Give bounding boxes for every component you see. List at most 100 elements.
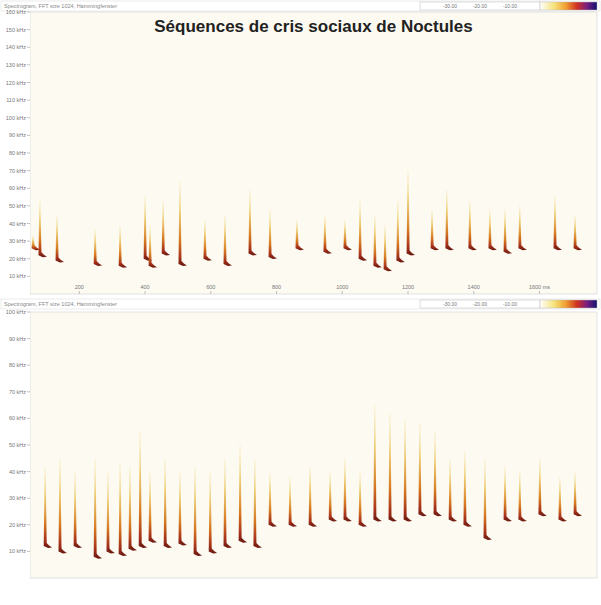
colorbar-tick-label: -20.00	[473, 3, 487, 9]
subtitle: Spectrogram, FFT size 1024, Hammingfenst…	[4, 301, 117, 307]
y-tick	[27, 551, 30, 552]
x-tick-label: 1200	[402, 284, 414, 290]
plot-area	[30, 12, 597, 294]
call	[373, 405, 381, 521]
call	[554, 195, 562, 250]
call	[38, 201, 46, 258]
call	[574, 215, 582, 250]
call	[119, 464, 127, 556]
y-tick-label: 60 kHz	[9, 415, 26, 421]
call	[224, 215, 232, 266]
x-tick	[276, 291, 277, 294]
y-tick	[27, 498, 30, 499]
call	[389, 413, 397, 521]
y-tick	[27, 205, 30, 206]
y-tick-label: 110 kHz	[6, 97, 26, 103]
y-tick-label: 60 kHz	[9, 185, 26, 191]
header-strip	[1, 1, 600, 11]
call	[558, 477, 566, 522]
call	[518, 472, 526, 522]
y-tick	[27, 241, 30, 242]
y-tick	[27, 100, 30, 101]
colorbar-frame	[420, 2, 540, 10]
colorbar	[540, 2, 597, 10]
call	[504, 466, 512, 521]
call	[296, 220, 304, 250]
y-tick-label: 100 kHz	[6, 309, 26, 315]
y-tick	[27, 391, 30, 392]
call	[269, 209, 277, 259]
call	[484, 458, 492, 540]
y-axis-strip	[2, 12, 30, 294]
plot-area	[30, 312, 597, 578]
colorbar-tick-label: -10.00	[503, 3, 517, 9]
call	[449, 458, 457, 521]
y-tick	[27, 524, 30, 525]
y-tick	[27, 12, 30, 13]
y-axis-strip	[2, 312, 30, 578]
call	[178, 181, 186, 266]
call	[323, 215, 331, 254]
calls	[44, 405, 582, 559]
y-tick-label: 10 kHz	[9, 548, 26, 554]
y-tick-label: 20 kHz	[9, 522, 26, 528]
panel: Spectrogram, FFT size 1024, Hammingfenst…	[1, 1, 600, 294]
call	[44, 466, 52, 548]
call	[407, 171, 415, 256]
call	[94, 229, 102, 266]
y-tick-label: 120 kHz	[6, 80, 26, 86]
y-tick-label: 20 kHz	[9, 256, 26, 262]
call	[56, 215, 64, 263]
header-strip	[1, 299, 600, 309]
y-tick-label: 100 kHz	[6, 115, 26, 121]
call	[178, 472, 186, 546]
x-tick-label: 600	[206, 284, 215, 290]
y-tick-label: 50 kHz	[9, 203, 26, 209]
call	[209, 472, 217, 554]
call	[59, 458, 67, 553]
y-tick	[27, 471, 30, 472]
call	[418, 424, 426, 516]
call	[488, 209, 496, 250]
y-tick-label: 90 kHz	[9, 132, 26, 138]
y-tick	[27, 117, 30, 118]
x-tick	[539, 291, 540, 294]
colorbar	[540, 300, 597, 308]
y-tick	[27, 445, 30, 446]
call	[445, 190, 453, 250]
call	[194, 466, 202, 556]
y-tick	[27, 47, 30, 48]
call	[463, 450, 471, 526]
y-tick-label: 50 kHz	[9, 442, 26, 448]
y-tick-label: 30 kHz	[9, 238, 26, 244]
y-tick	[27, 153, 30, 154]
call	[468, 201, 476, 251]
x-tick-label: 1000	[336, 284, 348, 290]
y-tick-label: 140 kHz	[6, 44, 26, 50]
call	[203, 220, 211, 261]
x-tick-label: 1400	[468, 284, 480, 290]
y-tick	[27, 64, 30, 65]
call	[384, 225, 392, 271]
call	[164, 458, 172, 548]
y-tick	[27, 223, 30, 224]
panel: Spectrogram, FFT size 1024, Hammingfenst…	[1, 299, 600, 578]
colorbar-tick-label: -20.00	[473, 301, 487, 307]
call	[74, 472, 82, 548]
y-tick	[27, 338, 30, 339]
call	[119, 225, 127, 268]
y-tick-label: 150 kHz	[6, 27, 26, 33]
x-tick	[145, 291, 146, 294]
y-tick	[27, 365, 30, 366]
call	[504, 209, 512, 253]
y-tick	[27, 29, 30, 30]
call	[518, 206, 526, 250]
y-tick-label: 80 kHz	[9, 362, 26, 368]
call	[149, 472, 157, 543]
x-tick-label: 200	[75, 284, 84, 290]
colorbar-tick-label: -30.00	[443, 301, 457, 307]
y-tick	[27, 312, 30, 313]
y-tick	[27, 188, 30, 189]
colorbar-tick-label: -30.00	[443, 3, 457, 9]
call	[253, 458, 261, 548]
